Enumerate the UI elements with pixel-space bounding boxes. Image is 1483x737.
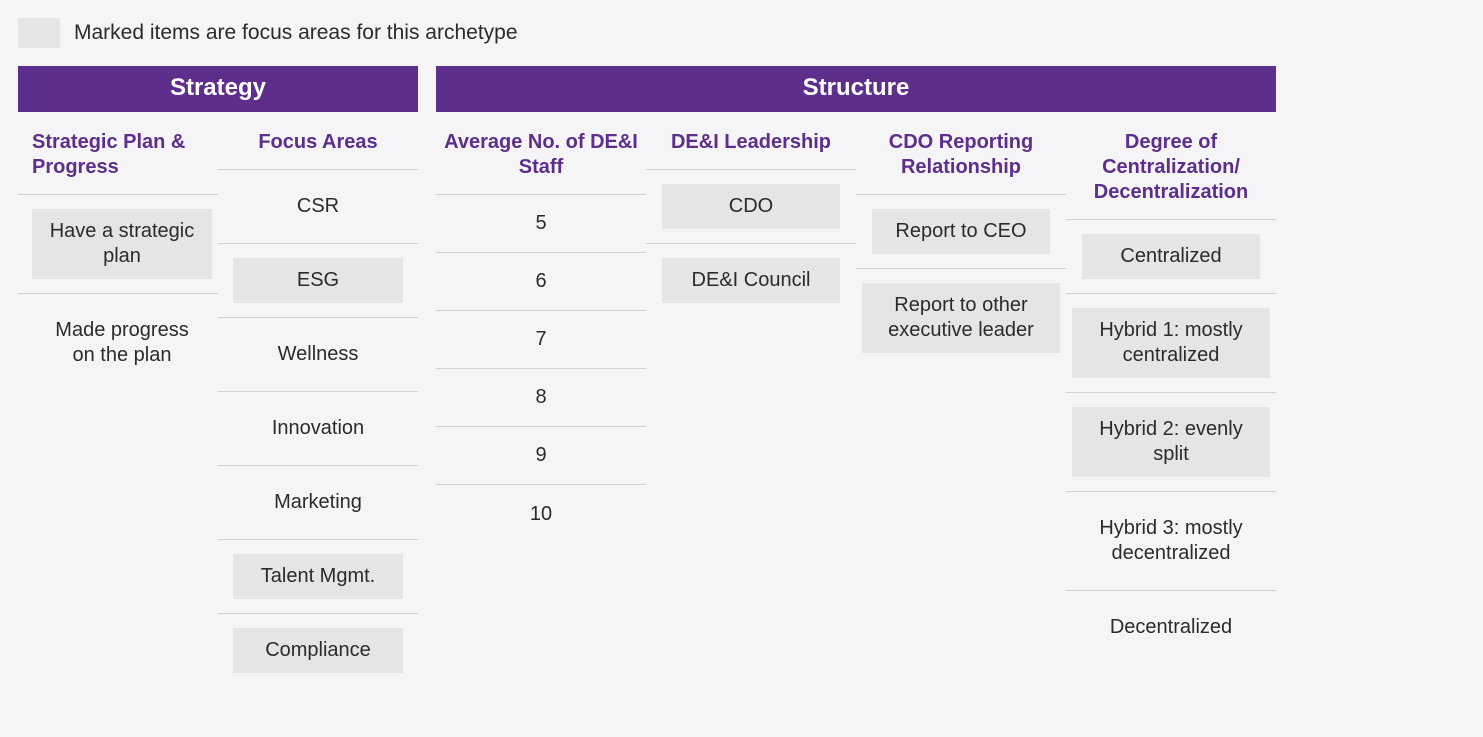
- table-cell: Talent Mgmt.: [218, 540, 418, 614]
- table-cell: CSR: [218, 170, 418, 244]
- cell-value: CDO: [662, 184, 840, 229]
- table-cell: Innovation: [218, 392, 418, 466]
- cell-value: 9: [535, 443, 546, 468]
- cell-value: Compliance: [233, 628, 402, 673]
- col-header-dei-leadership: DE&I Leadership: [646, 112, 856, 170]
- cell-value: Talent Mgmt.: [233, 554, 402, 599]
- cell-value: 5: [535, 211, 546, 236]
- cell-value: Hybrid 2: evenly split: [1072, 407, 1270, 477]
- table-cell: Hybrid 3: mostly decentralized: [1066, 492, 1276, 591]
- legend-text: Marked items are focus areas for this ar…: [74, 21, 518, 45]
- col-focus-areas: Focus Areas CSR ESG Wellness Innovation …: [218, 112, 418, 687]
- cell-value: Report to CEO: [872, 209, 1050, 254]
- cell-value: Hybrid 3: mostly decentralized: [1072, 506, 1270, 576]
- table-cell: Centralized: [1066, 220, 1276, 294]
- col-header-centralization: Degree of Centralization/ Decentralizati…: [1066, 112, 1276, 220]
- cell-value: Hybrid 1: mostly centralized: [1072, 308, 1270, 378]
- table-cell: Marketing: [218, 466, 418, 540]
- cell-value: CSR: [233, 184, 402, 229]
- col-centralization: Degree of Centralization/ Decentralizati…: [1066, 112, 1276, 664]
- table-cell: 10: [436, 485, 646, 543]
- table-cell: Report to CEO: [856, 195, 1066, 269]
- legend-swatch: [18, 18, 60, 48]
- cell-value: Made progress on the plan: [32, 308, 212, 378]
- table-cell: Hybrid 1: mostly centralized: [1066, 294, 1276, 393]
- col-strategic-plan: Strategic Plan & Progress Have a strateg…: [18, 112, 218, 392]
- table-cell: 5: [436, 195, 646, 253]
- table-cell: 9: [436, 427, 646, 485]
- col-header-strategic-plan: Strategic Plan & Progress: [18, 112, 218, 195]
- cell-value: 8: [535, 385, 546, 410]
- cell-value: 6: [535, 269, 546, 294]
- table-cell: 6: [436, 253, 646, 311]
- cell-value: Decentralized: [1082, 605, 1260, 650]
- cell-value: ESG: [233, 258, 402, 303]
- col-cdo-reporting: CDO Reporting Relationship Report to CEO…: [856, 112, 1066, 367]
- cell-value: Have a strategic plan: [32, 209, 212, 279]
- section-header-structure: Structure: [436, 66, 1276, 112]
- section-header-row: Strategy Structure: [18, 66, 1465, 112]
- cell-value: Marketing: [233, 480, 402, 525]
- table-cell: Made progress on the plan: [18, 294, 218, 392]
- table-cell: CDO: [646, 170, 856, 244]
- legend: Marked items are focus areas for this ar…: [18, 18, 1465, 48]
- table-cell: 7: [436, 311, 646, 369]
- table-cell: ESG: [218, 244, 418, 318]
- cell-value: Report to other executive leader: [862, 283, 1060, 353]
- cell-value: Innovation: [233, 406, 402, 451]
- col-dei-leadership: DE&I Leadership CDO DE&I Council: [646, 112, 856, 317]
- table-cell: Hybrid 2: evenly split: [1066, 393, 1276, 492]
- cell-value: 10: [530, 502, 552, 527]
- table-body: Strategic Plan & Progress Have a strateg…: [18, 112, 1465, 687]
- section-header-strategy: Strategy: [18, 66, 418, 112]
- table-cell: DE&I Council: [646, 244, 856, 317]
- table-cell: Compliance: [218, 614, 418, 687]
- cell-value: 7: [535, 327, 546, 352]
- col-header-cdo-reporting: CDO Reporting Relationship: [856, 112, 1066, 195]
- table-cell: Decentralized: [1066, 591, 1276, 664]
- table-cell: Have a strategic plan: [18, 195, 218, 294]
- table-cell: Report to other executive leader: [856, 269, 1066, 367]
- table-cell: Wellness: [218, 318, 418, 392]
- cell-value: Centralized: [1082, 234, 1260, 279]
- cell-value: Wellness: [233, 332, 402, 377]
- col-header-focus-areas: Focus Areas: [218, 112, 418, 170]
- table-cell: 8: [436, 369, 646, 427]
- col-header-avg-staff: Average No. of DE&I Staff: [436, 112, 646, 195]
- cell-value: DE&I Council: [662, 258, 840, 303]
- col-avg-staff: Average No. of DE&I Staff 5 6 7 8 9 10: [436, 112, 646, 543]
